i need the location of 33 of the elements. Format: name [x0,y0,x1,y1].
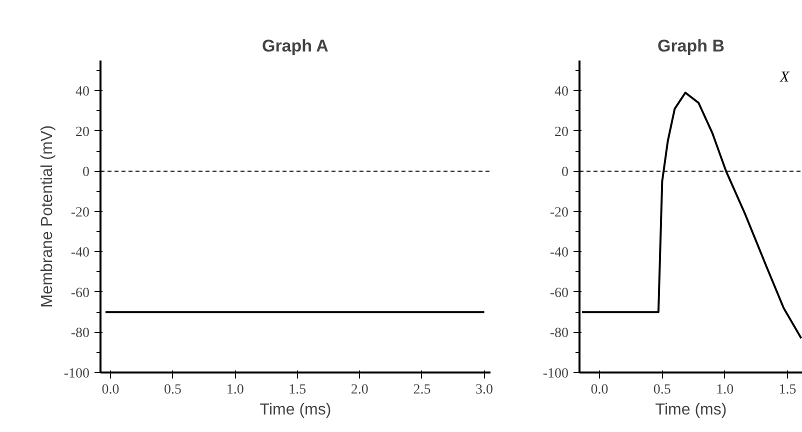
x-axis-title: Time (ms) [260,402,332,418]
y-tick-label: -40 [70,246,90,261]
y-tick-label: 0 [562,165,568,180]
x-tick-label: 2.0 [350,382,368,398]
y-tick-label: 40 [76,84,90,100]
x-tick-label: 0.0 [102,382,120,398]
y-tick-label: -80 [550,326,569,342]
y-axis-title: Membrane Potential (mV) [38,125,56,308]
x-tick-label: 1.0 [716,382,734,398]
y-tick-label: -60 [70,286,90,301]
y-tick-label: -80 [70,326,90,342]
x-axis-title: Time (ms) [655,402,727,418]
annotation: X [778,69,790,86]
chart-title: Graph B [657,36,725,56]
x-tick-label: 3.0 [476,382,494,398]
y-tick-label: -100 [64,366,90,382]
x-tick-label: 0.5 [164,382,182,398]
x-tick-label: 1.0 [226,382,244,398]
y-tick-label: -60 [550,286,569,301]
x-tick-label: 1.5 [288,382,306,398]
x-tick-label: 0.0 [590,382,608,398]
y-tick-label: -40 [550,246,569,261]
x-tick-label: 1.5 [778,382,796,398]
chart-title: Graph A [262,36,328,56]
y-tick-label: -100 [542,366,569,382]
x-tick-label: 0.5 [653,382,671,398]
y-tick-label: 20 [554,124,568,140]
y-tick-label: 20 [76,124,90,140]
x-tick-label: 2.5 [413,382,431,398]
y-tick-label: 0 [82,165,90,180]
y-tick-label: -20 [550,205,569,220]
y-tick-label: 40 [554,84,568,100]
y-tick-label: -20 [70,205,90,220]
